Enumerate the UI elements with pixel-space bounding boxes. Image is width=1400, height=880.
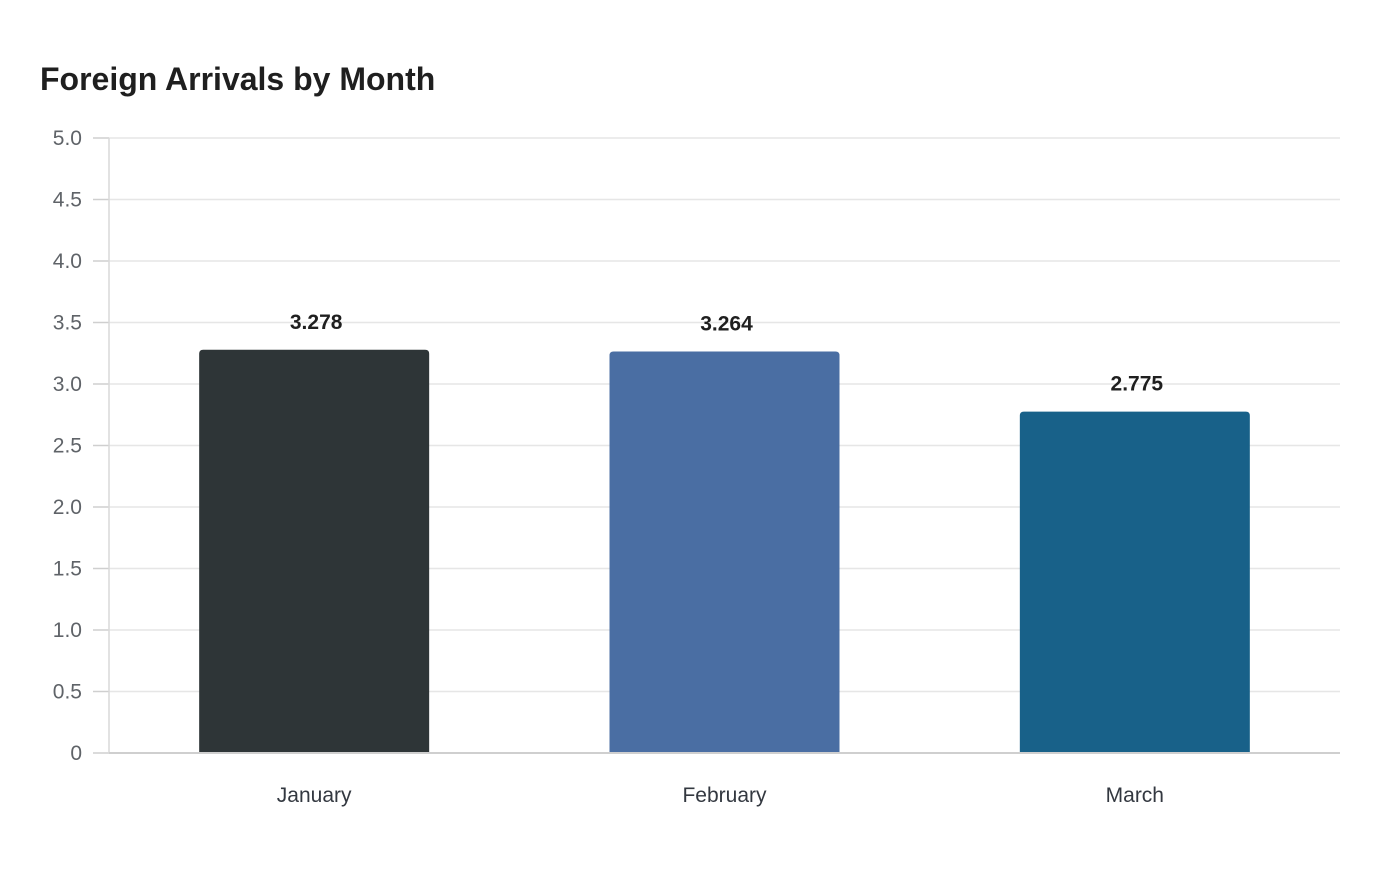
data-labels: 3.278 3.264 2.775 <box>290 311 1164 396</box>
y-tick-label: 0.5 <box>53 681 82 704</box>
y-tick-label: 3.0 <box>53 373 82 396</box>
y-tick-label: 2.5 <box>53 435 82 458</box>
bars <box>199 349 1250 753</box>
y-tick-label: 5.0 <box>53 127 82 150</box>
chart-title: Foreign Arrivals by Month <box>40 61 436 97</box>
y-tick-label: 1.0 <box>53 619 82 642</box>
y-tick-label: 0 <box>70 742 82 765</box>
y-tick-label: 2.0 <box>53 496 82 519</box>
bar-january <box>199 349 430 753</box>
x-tick-label: March <box>1106 784 1164 807</box>
bar-march <box>1019 411 1250 753</box>
x-tick-label: January <box>277 784 352 807</box>
x-tick-label: February <box>682 784 767 807</box>
data-label: 3.278 <box>290 311 343 334</box>
data-label: 2.775 <box>1111 373 1164 396</box>
y-tick-label: 1.5 <box>53 558 82 581</box>
y-tick-label: 3.5 <box>53 312 82 335</box>
bar-february <box>609 351 840 753</box>
y-axis: 0 0.5 1.0 1.5 2.0 2.5 3.0 3.5 4.0 4.5 5.0 <box>53 127 110 765</box>
data-label: 3.264 <box>700 313 753 336</box>
y-tick-label: 4.5 <box>53 189 82 212</box>
y-tick-label: 4.0 <box>53 250 82 273</box>
x-axis: January February March <box>109 752 1340 807</box>
